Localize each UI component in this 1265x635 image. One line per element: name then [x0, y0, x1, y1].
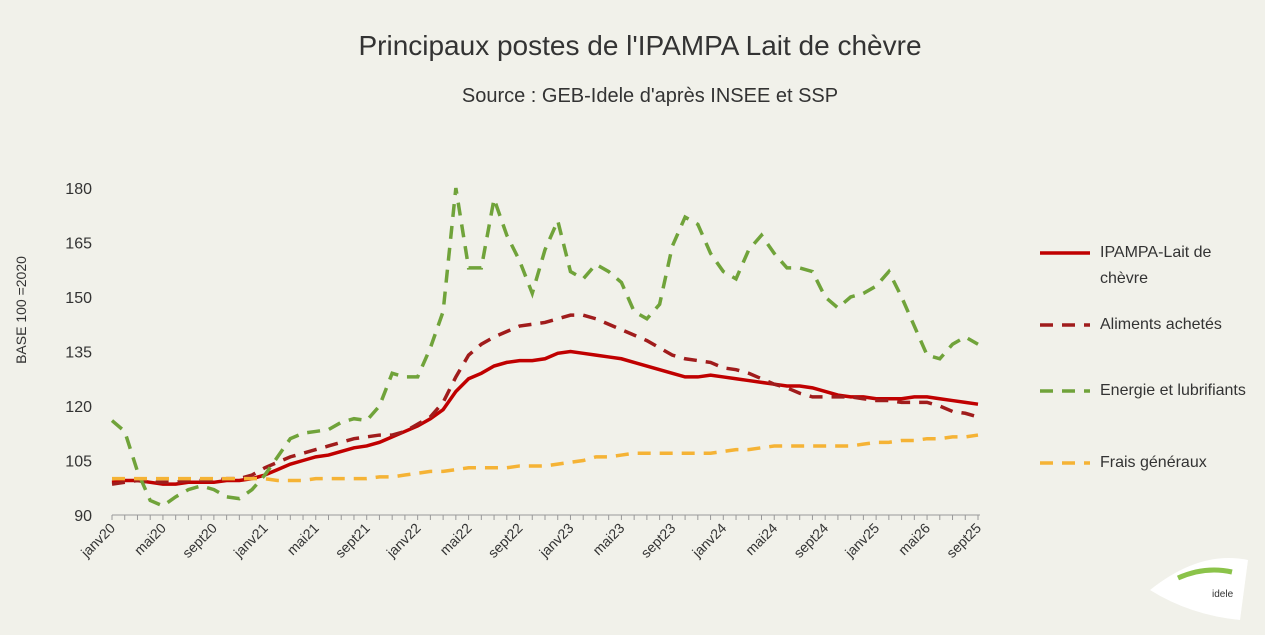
- x-tick-label: sept25: [943, 520, 984, 561]
- x-tick-label: mai26: [895, 520, 933, 558]
- x-tick-label: mai23: [589, 520, 627, 558]
- legend-label: IPAMPA-Lait de chèvre: [1100, 244, 1212, 287]
- legend-label: Frais généraux: [1100, 454, 1207, 471]
- x-tick-label: janv20: [77, 520, 118, 561]
- chart-subtitle: Source : GEB-Idele d'après INSEE et SSP: [462, 85, 838, 107]
- x-tick-label: sept22: [485, 520, 526, 561]
- x-tick-label: janv24: [688, 520, 729, 561]
- series-line: [111, 313, 979, 486]
- series-line: [112, 433, 979, 483]
- legend-label: Energie et lubrifiants: [1100, 382, 1246, 399]
- chart-title: Principaux postes de l'IPAMPA Lait de ch…: [358, 30, 921, 61]
- legend-label: Aliments achetés: [1100, 316, 1222, 333]
- svg-text:idele: idele: [1212, 589, 1234, 600]
- y-tick-label: 165: [65, 236, 92, 253]
- y-tick-label: 180: [65, 181, 92, 198]
- x-tick-label: sept20: [179, 520, 220, 561]
- y-tick-label: 120: [65, 399, 92, 416]
- x-tick-label: mai24: [742, 520, 780, 558]
- series-line: [111, 349, 979, 486]
- x-tick-label: mai20: [131, 520, 169, 558]
- x-tick-label: mai21: [284, 520, 322, 558]
- x-tick-label: sept23: [637, 520, 678, 561]
- y-tick-label: 105: [65, 454, 92, 471]
- series-line: [110, 187, 979, 508]
- x-tick-label: janv23: [535, 520, 576, 561]
- x-tick-label: mai22: [436, 520, 474, 558]
- x-tick-label: janv25: [841, 520, 882, 561]
- y-tick-label: 135: [65, 345, 92, 362]
- x-tick-label: janv22: [383, 520, 424, 561]
- y-tick-label: 150: [65, 290, 92, 307]
- x-tick-label: sept24: [790, 520, 831, 561]
- x-tick-label: janv21: [230, 520, 271, 561]
- x-tick-label: sept21: [332, 520, 373, 561]
- logo: idele: [1150, 558, 1248, 620]
- y-tick-label: 90: [74, 508, 92, 525]
- y-axis-label: BASE 100 =2020: [13, 256, 29, 364]
